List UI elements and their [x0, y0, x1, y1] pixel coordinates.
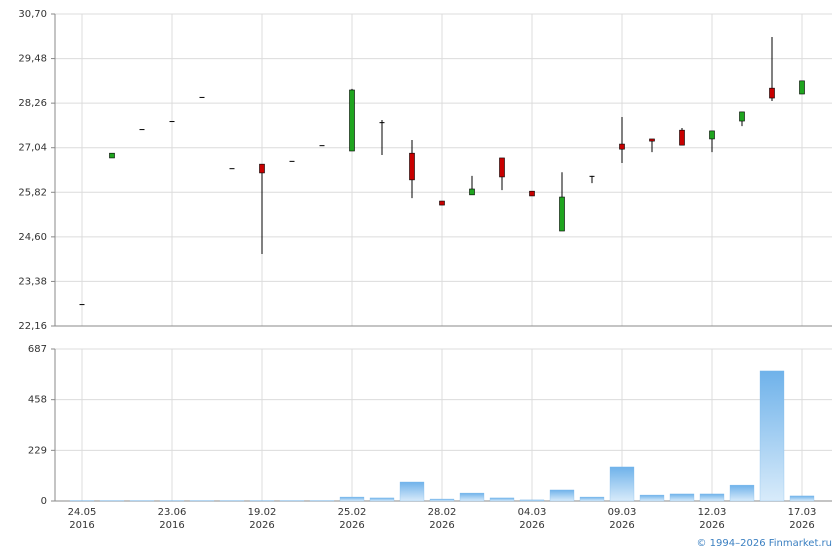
candle-body — [199, 96, 205, 98]
x-tick-date: 23.06 — [158, 507, 187, 518]
candle-body — [709, 130, 715, 140]
volume-bar — [669, 493, 695, 502]
x-tick-year: 2026 — [429, 520, 454, 531]
x-tick-date: 09.03 — [608, 507, 637, 518]
x-tick-year: 2026 — [699, 520, 724, 531]
x-tick-date: 28.02 — [428, 507, 457, 518]
x-tick-year: 2026 — [519, 520, 544, 531]
candle-body — [259, 163, 265, 174]
volume-bar — [429, 498, 455, 502]
x-tick-year: 2016 — [69, 520, 94, 531]
y-tick-label: 25,82 — [18, 187, 47, 198]
y-tick-label: 27,04 — [18, 143, 47, 154]
x-tick-date: 25.02 — [338, 507, 367, 518]
volume-bar — [729, 484, 755, 502]
candle-body — [349, 89, 355, 152]
candle-body — [439, 200, 445, 206]
x-tick-date: 24.05 — [68, 507, 97, 518]
y-tick-label: 30,70 — [18, 9, 47, 20]
x-tick-date: 12.03 — [698, 507, 727, 518]
volume-bar — [459, 492, 485, 502]
y-tick-label: 0 — [41, 496, 47, 507]
y-tick-label: 23,38 — [18, 276, 47, 287]
candle-body — [769, 87, 775, 99]
y-tick-label: 22,16 — [18, 321, 47, 332]
candle-body — [379, 122, 385, 124]
candle-body — [139, 129, 145, 131]
candle-body — [799, 80, 805, 95]
volume-bar — [759, 370, 785, 502]
volume-bar — [369, 497, 395, 502]
candle-body — [589, 175, 595, 177]
candle-body — [469, 188, 475, 196]
candle-body — [169, 121, 175, 123]
x-tick-year: 2026 — [789, 520, 814, 531]
volume-bar — [489, 497, 515, 502]
candle-body — [409, 152, 415, 181]
y-tick-label: 687 — [28, 344, 47, 355]
candle-body — [109, 152, 115, 159]
y-tick-label: 229 — [28, 445, 47, 456]
candle-body — [529, 190, 535, 197]
candle-body — [559, 196, 565, 232]
x-tick-year: 2016 — [159, 520, 184, 531]
candle-body — [649, 138, 655, 142]
candle-body — [499, 157, 505, 178]
volume-bar — [339, 496, 365, 502]
y-tick-label: 28,26 — [18, 98, 47, 109]
x-tick-year: 2026 — [609, 520, 634, 531]
volume-bar — [579, 496, 605, 502]
volume-bar — [519, 499, 545, 502]
y-tick-label: 24,60 — [18, 232, 47, 243]
candle-body — [79, 304, 85, 306]
x-tick-date: 17.03 — [788, 507, 817, 518]
credit: © 1994–2026 Finmarket.ru — [696, 538, 832, 549]
y-tick-label: 29,48 — [18, 54, 47, 65]
x-tick-year: 2026 — [249, 520, 274, 531]
y-tick-label: 458 — [28, 395, 47, 406]
candle-body — [679, 129, 685, 146]
volume-bar — [609, 466, 635, 502]
volume-bar — [549, 489, 575, 502]
volume-bar — [789, 495, 815, 502]
volume-bar — [639, 494, 665, 502]
x-tick-year: 2026 — [339, 520, 364, 531]
candle-body — [739, 111, 745, 122]
candle-body — [289, 160, 295, 162]
x-tick-date: 04.03 — [518, 507, 547, 518]
volume-bar — [399, 481, 425, 502]
volume-bar — [699, 493, 725, 502]
x-tick-date: 19.02 — [248, 507, 277, 518]
candle-body — [229, 168, 235, 170]
candle-body — [319, 145, 325, 147]
candle-body — [619, 143, 625, 150]
